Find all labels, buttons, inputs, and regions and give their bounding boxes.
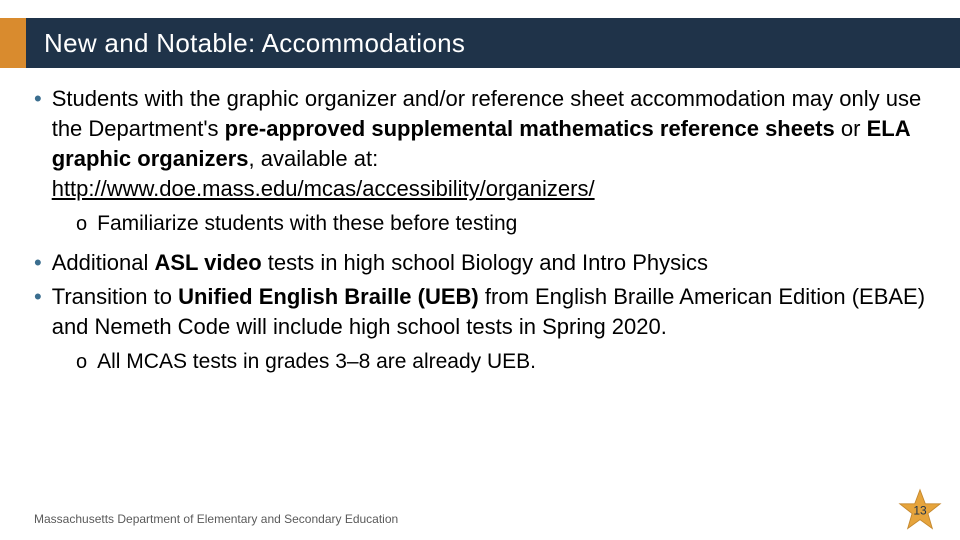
- sub-text: Familiarize students with these before t…: [97, 210, 517, 238]
- bold-span: Unified English Braille (UEB): [178, 284, 479, 309]
- bullet-1-text: Students with the graphic organizer and/…: [52, 84, 934, 204]
- text-span: Additional: [52, 250, 155, 275]
- bullet-3-sub: o All MCAS tests in grades 3–8 are alrea…: [76, 348, 934, 376]
- organizers-link[interactable]: http://www.doe.mass.edu/mcas/accessibili…: [52, 176, 595, 201]
- bullet-icon: •: [34, 248, 42, 278]
- sub-marker: o: [76, 210, 87, 238]
- text-span: or: [835, 116, 867, 141]
- bullet-2-text: Additional ASL video tests in high schoo…: [52, 248, 708, 278]
- page-number: 13: [913, 503, 926, 517]
- bullet-2: • Additional ASL video tests in high sch…: [34, 248, 934, 278]
- footer-text: Massachusetts Department of Elementary a…: [34, 512, 398, 526]
- text-span: tests in high school Biology and Intro P…: [262, 250, 708, 275]
- bullet-3: • Transition to Unified English Braille …: [34, 282, 934, 342]
- text-span: , available at:: [249, 146, 379, 171]
- bold-span: ASL video: [154, 250, 261, 275]
- title-accent-bar: [0, 18, 26, 68]
- sub-text: All MCAS tests in grades 3–8 are already…: [97, 348, 536, 376]
- bold-span: pre-approved supplemental mathematics re…: [225, 116, 835, 141]
- bullet-1-sub: o Familiarize students with these before…: [76, 210, 934, 238]
- title-bar: New and Notable: Accommodations: [0, 18, 960, 68]
- bullet-icon: •: [34, 282, 42, 312]
- page-number-star: 13: [898, 488, 942, 532]
- content-area: • Students with the graphic organizer an…: [34, 84, 934, 386]
- bullet-3-text: Transition to Unified English Braille (U…: [52, 282, 934, 342]
- bullet-1: • Students with the graphic organizer an…: [34, 84, 934, 204]
- bullet-icon: •: [34, 84, 42, 114]
- slide-title: New and Notable: Accommodations: [44, 28, 465, 59]
- sub-marker: o: [76, 348, 87, 376]
- text-span: Transition to: [52, 284, 178, 309]
